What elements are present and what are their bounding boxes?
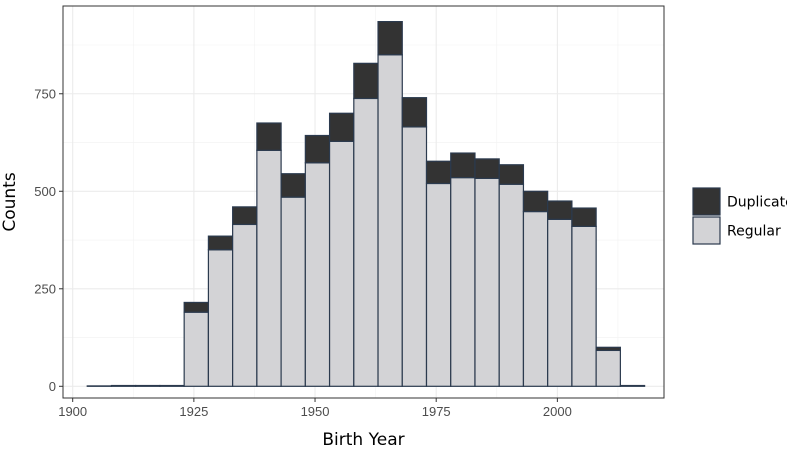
y-tick-label: 250 [34,281,56,296]
bar-regular [304,162,331,387]
x-tick-label: 2000 [543,404,572,419]
bar-regular [207,249,234,387]
bar-regular [547,218,573,387]
bar-duplicate [256,122,282,151]
x-tick-label: 1900 [58,404,87,419]
bars [86,21,646,387]
bar-regular [280,196,306,387]
bar-regular [498,183,525,387]
bar-regular [571,225,597,387]
bar-regular [522,210,549,387]
bar-regular [159,384,185,387]
legend-label-regular: Regular [727,224,781,240]
bar-duplicate [522,190,549,213]
legend-label-duplicate: Duplicate [727,195,787,211]
bar-regular [183,311,210,387]
y-tick-label: 0 [49,379,56,394]
legend: Duplicate Regular [692,187,787,245]
bar-regular [401,126,428,387]
bar-regular [450,177,476,387]
bar-regular [377,54,403,387]
legend-key-duplicate [692,187,721,216]
bar-duplicate [377,21,403,56]
x-axis: 1900 1925 1950 1975 2000 [58,398,572,419]
x-tick-label: 1925 [179,404,208,419]
bar-duplicate [595,346,621,352]
bar-regular [135,384,161,387]
legend-key-regular [692,216,721,245]
bar-regular [328,140,355,387]
bar-duplicate [547,200,573,220]
bar-regular [353,97,379,387]
bar-regular [474,177,500,387]
bar-duplicate [474,158,500,180]
bar-duplicate [328,112,355,142]
bar-duplicate [450,152,476,179]
y-axis: 0 250 500 750 [34,86,63,394]
y-tick-label: 500 [34,184,56,199]
bar-duplicate [498,164,525,185]
bar-duplicate [425,160,452,185]
x-tick-label: 1950 [301,404,330,419]
x-tick-label: 1975 [422,404,451,419]
bar-regular [619,384,646,387]
bar-regular [256,149,282,387]
bar-duplicate [571,207,597,227]
bar-regular [595,349,621,387]
y-axis-title: Counts [0,172,20,231]
bar-duplicate [280,173,306,198]
bar-duplicate [183,301,210,313]
bar-regular [425,182,452,387]
bar-regular [110,384,137,387]
bar-duplicate [401,97,428,128]
bar-duplicate [232,206,258,226]
bar-duplicate [207,235,234,251]
y-tick-label: 750 [34,86,56,101]
x-axis-title: Birth Year [322,430,404,450]
bar-duplicate [353,62,379,100]
bar-duplicate [304,134,331,164]
plot-border [62,5,665,399]
bar-regular [232,223,258,387]
